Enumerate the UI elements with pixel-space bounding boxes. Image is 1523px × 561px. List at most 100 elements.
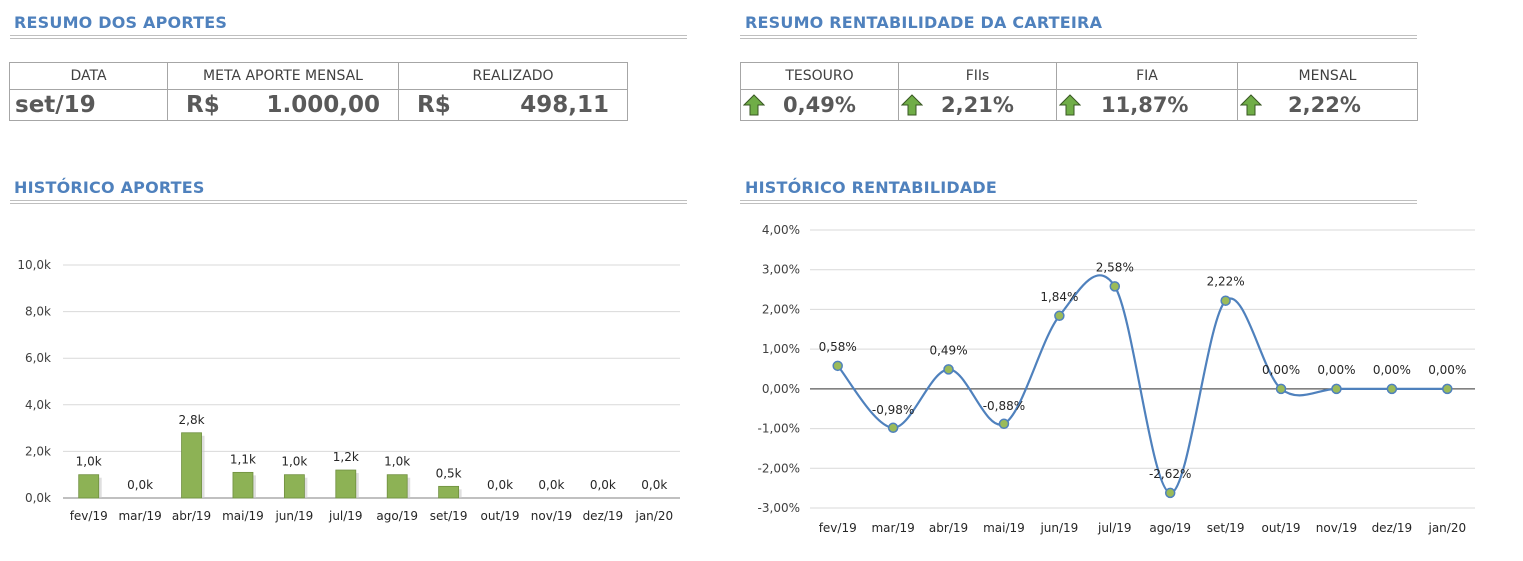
- bar: [181, 432, 202, 499]
- bar-data-label: 1,1k: [230, 452, 256, 466]
- header-data: DATA: [9, 62, 168, 90]
- line-point: [998, 418, 1010, 430]
- realizado-value: 498,11: [520, 92, 609, 118]
- tesouro-value-cell: 0,49%: [740, 89, 899, 121]
- historico-rentabilidade-rule: [740, 200, 1417, 204]
- line-data-label: 0,00%: [1317, 363, 1355, 377]
- line-point: [1164, 487, 1176, 499]
- line-point: [832, 360, 843, 372]
- x-tick-label: fev/19: [70, 509, 108, 523]
- meta-value-cell: R$ 1.000,00: [167, 89, 399, 121]
- x-tick-label: out/19: [1262, 521, 1301, 535]
- y-tick-label: 10,0k: [17, 258, 51, 272]
- bar-data-label: 0,0k: [590, 478, 616, 492]
- green-up-arrow-icon: [1240, 94, 1262, 116]
- fia-value: 11,87%: [1101, 93, 1189, 117]
- historico-aportes-title: HISTÓRICO APORTES: [14, 178, 205, 197]
- data-value: set/19: [9, 89, 168, 121]
- line-point: [1331, 383, 1342, 395]
- line-point: [1442, 383, 1453, 395]
- y-tick-label: 8,0k: [25, 305, 51, 319]
- line-data-label: 0,58%: [819, 340, 857, 354]
- bar: [78, 474, 100, 499]
- line-data-label: 0,00%: [1428, 363, 1466, 377]
- line-point: [1275, 383, 1287, 395]
- line-data-label: 2,58%: [1096, 260, 1134, 274]
- realizado-value-cell: R$ 498,11: [398, 89, 628, 121]
- rentabilidade-summary-table: TESOURO FIIs FIA MENSAL 0,49% 2,21% 11,8…: [740, 62, 1418, 121]
- bar: [232, 471, 254, 499]
- bar-data-label: 0,0k: [538, 478, 564, 492]
- line-data-label: 1,84%: [1040, 290, 1078, 304]
- historico-aportes-rule: [10, 200, 687, 204]
- aportes-summary-title: RESUMO DOS APORTES: [14, 13, 228, 32]
- bar-data-label: 1,2k: [333, 450, 359, 464]
- header-realizado: REALIZADO: [398, 62, 628, 90]
- green-up-arrow-icon: [901, 94, 923, 116]
- x-tick-label: set/19: [430, 509, 468, 523]
- series-line: [836, 274, 1448, 495]
- bar: [386, 474, 408, 499]
- x-tick-label: set/19: [1207, 521, 1245, 535]
- mensal-value-cell: 2,22%: [1237, 89, 1418, 121]
- line-data-label: -0,98%: [872, 403, 914, 417]
- header-fiis: FIIs: [898, 62, 1057, 90]
- x-tick-label: fev/19: [819, 521, 857, 535]
- bar-data-label: 1,0k: [281, 455, 307, 469]
- header-mensal: MENSAL: [1237, 62, 1418, 90]
- aportes-summary-table: DATA META APORTE MENSAL REALIZADO set/19…: [9, 62, 628, 121]
- bar-data-label: 2,8k: [179, 413, 205, 427]
- x-tick-label: abr/19: [929, 521, 968, 535]
- bar-data-label: 1,0k: [384, 455, 410, 469]
- bar-data-label: 0,0k: [487, 478, 513, 492]
- line-data-label: 0,49%: [929, 343, 967, 357]
- historico-rentabilidade-chart: -3,00% -2,00% -1,00% 0,00% 1,00% 2,00% 3,00% 4,…: [758, 223, 1475, 535]
- y-tick-label: 4,00%: [762, 223, 800, 237]
- x-tick-label: ago/19: [1149, 521, 1191, 535]
- bar: [335, 469, 357, 499]
- x-tick-label: mai/19: [222, 509, 264, 523]
- currency-symbol: R$: [186, 92, 220, 118]
- x-tick-label: jun/19: [1039, 521, 1078, 535]
- x-tick-label: mai/19: [983, 521, 1025, 535]
- x-tick-label: jun/19: [274, 509, 313, 523]
- bar-data-label: 0,5k: [436, 466, 462, 480]
- bar: [283, 474, 305, 499]
- x-tick-label: dez/19: [583, 509, 624, 523]
- aportes-summary-rule: [10, 35, 687, 39]
- x-tick-label: nov/19: [1316, 521, 1357, 535]
- bar: [438, 485, 460, 499]
- meta-value: 1.000,00: [266, 92, 381, 118]
- fia-value-cell: 11,87%: [1056, 89, 1238, 121]
- line-data-label: -2,62%: [1149, 467, 1191, 481]
- y-tick-label: -1,00%: [758, 422, 800, 436]
- x-tick-label: abr/19: [172, 509, 211, 523]
- x-tick-label: mar/19: [871, 521, 914, 535]
- y-tick-label: 3,00%: [762, 263, 800, 277]
- line-point: [1054, 310, 1065, 322]
- historico-rentabilidade-title: HISTÓRICO RENTABILIDADE: [745, 178, 998, 197]
- data-value-text: set/19: [15, 92, 96, 118]
- green-up-arrow-icon: [743, 94, 765, 116]
- line-data-label: 0,00%: [1262, 363, 1300, 377]
- rentabilidade-summary-title: RESUMO RENTABILIDADE DA CARTEIRA: [745, 13, 1103, 32]
- fiis-value: 2,21%: [941, 93, 1014, 117]
- y-tick-label: 2,0k: [25, 444, 51, 458]
- mensal-value: 2,22%: [1288, 93, 1361, 117]
- line-data-label: 2,22%: [1207, 275, 1245, 289]
- header-tesouro: TESOURO: [740, 62, 899, 90]
- y-tick-label: 0,00%: [762, 382, 800, 396]
- x-tick-label: nov/19: [531, 509, 572, 523]
- x-tick-label: jan/20: [1427, 521, 1466, 535]
- x-tick-label: jul/19: [1097, 521, 1132, 535]
- y-tick-label: -2,00%: [758, 461, 800, 475]
- line-data-label: -0,88%: [983, 399, 1025, 413]
- bar-data-label: 0,0k: [127, 478, 153, 492]
- y-tick-label: 4,0k: [25, 398, 51, 412]
- line-data-label: 0,00%: [1373, 363, 1411, 377]
- line-point: [1109, 281, 1121, 292]
- bar-data-label: 0,0k: [641, 478, 667, 492]
- line-point: [943, 364, 954, 375]
- x-tick-label: mar/19: [118, 509, 161, 523]
- fiis-value-cell: 2,21%: [898, 89, 1057, 121]
